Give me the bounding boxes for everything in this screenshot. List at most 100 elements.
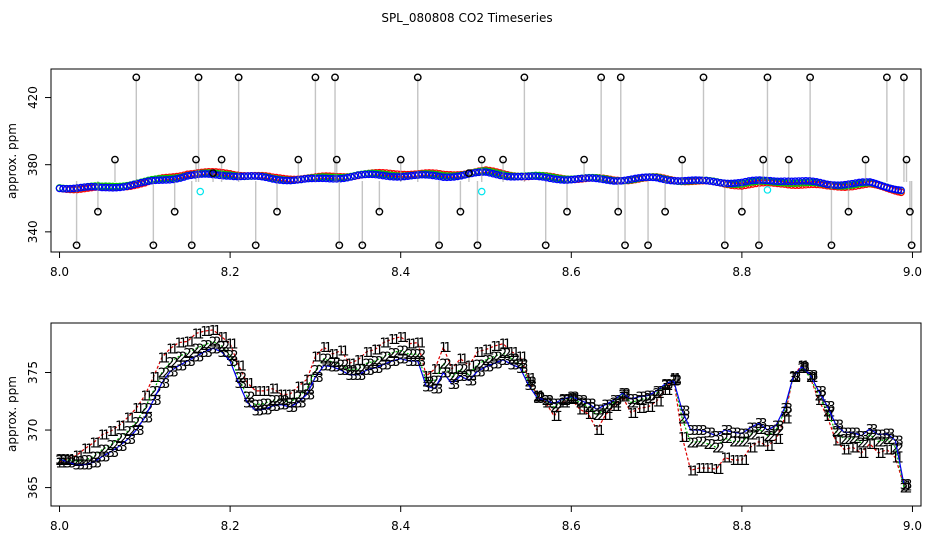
series-marker: 2 xyxy=(729,436,737,451)
series-marker: 3 xyxy=(68,456,76,471)
series-marker: 1 xyxy=(260,385,268,400)
data-point xyxy=(379,171,387,180)
data-point xyxy=(563,176,572,184)
data-point xyxy=(286,176,295,185)
series-marker: 2 xyxy=(674,373,682,388)
data-point xyxy=(592,174,600,183)
series-marker: 3 xyxy=(213,342,221,357)
data-point xyxy=(706,177,714,185)
data-point xyxy=(802,177,810,185)
outlier-point xyxy=(678,155,687,164)
series-marker: 2 xyxy=(840,433,848,448)
series-marker: 1 xyxy=(350,357,358,372)
data-point xyxy=(389,173,398,181)
series-marker: 2 xyxy=(243,391,251,406)
series-marker: 3 xyxy=(286,401,294,416)
series-marker: 3 xyxy=(72,459,80,474)
series-marker: 2 xyxy=(832,425,840,440)
series-marker: 2 xyxy=(362,357,370,372)
outlier-point xyxy=(520,73,529,82)
series-marker: 2 xyxy=(443,357,451,372)
data-point xyxy=(435,172,444,181)
series-marker: 3 xyxy=(857,430,865,445)
outlier-point xyxy=(763,73,772,82)
data-point xyxy=(645,173,654,181)
series-marker: 1 xyxy=(405,338,413,353)
series-marker: 3 xyxy=(443,366,451,381)
data-point xyxy=(855,178,863,187)
outlier-point xyxy=(737,207,746,216)
series-marker: 2 xyxy=(815,390,823,405)
data-point xyxy=(698,176,707,185)
outlier-point xyxy=(759,155,768,164)
series-marker: 1 xyxy=(759,436,767,451)
data-point xyxy=(357,170,366,179)
series-marker: 3 xyxy=(439,366,447,381)
series-marker: 1 xyxy=(580,403,588,418)
series-marker: 1 xyxy=(98,429,106,444)
series-marker: 2 xyxy=(213,335,221,350)
series-marker: 2 xyxy=(422,376,430,391)
outlier-point xyxy=(311,73,320,82)
data-point xyxy=(247,172,256,180)
outlier-point xyxy=(784,155,793,164)
series-marker: 1 xyxy=(529,372,537,387)
series-marker: 1 xyxy=(559,396,567,411)
series-marker: 3 xyxy=(171,365,179,380)
series-marker: 2 xyxy=(414,348,422,363)
series-marker: 2 xyxy=(388,347,396,362)
series-marker: 2 xyxy=(725,432,733,447)
series-marker: 2 xyxy=(320,353,328,368)
series-marker: 1 xyxy=(785,413,793,428)
series-marker: 3 xyxy=(115,440,123,455)
series-marker: 1 xyxy=(465,360,473,375)
series-marker: 2 xyxy=(691,437,699,452)
data-point xyxy=(144,177,153,185)
series-marker: 3 xyxy=(456,370,464,385)
series-marker: 3 xyxy=(648,390,656,405)
data-point xyxy=(663,176,672,184)
series-marker: 2 xyxy=(281,394,289,409)
series-marker: 3 xyxy=(328,361,336,376)
series-marker: 1 xyxy=(205,325,213,340)
series-marker: 3 xyxy=(192,350,200,365)
series-marker: 2 xyxy=(226,349,234,364)
series-marker: 2 xyxy=(597,409,605,424)
series-marker: 3 xyxy=(64,456,72,471)
data-point xyxy=(546,174,554,183)
x-tick-label: 8.4 xyxy=(391,265,410,279)
outlier-point xyxy=(111,155,119,164)
series-marker: 1 xyxy=(290,388,298,403)
series-marker: 2 xyxy=(588,401,596,416)
series-marker: 3 xyxy=(507,358,515,373)
series-marker: 1 xyxy=(712,463,720,478)
series-marker: 3 xyxy=(311,371,319,386)
series-marker: 1 xyxy=(222,331,230,346)
series-marker: 3 xyxy=(414,355,422,370)
series-marker: 3 xyxy=(473,365,481,380)
series-marker: 3 xyxy=(200,346,208,361)
series-marker: 3 xyxy=(802,361,810,376)
series-marker: 1 xyxy=(823,410,831,425)
data-point xyxy=(720,179,728,187)
series-marker: 1 xyxy=(320,341,328,356)
series-marker: 1 xyxy=(60,456,68,471)
data-point xyxy=(130,180,138,189)
data-point xyxy=(361,170,369,179)
series-marker: 1 xyxy=(55,456,63,471)
series-marker: 1 xyxy=(286,388,294,403)
series-marker: 3 xyxy=(563,393,571,408)
series-marker: 1 xyxy=(618,391,626,406)
series-marker: 3 xyxy=(559,393,567,408)
series-line xyxy=(59,329,905,486)
series-marker: 2 xyxy=(900,482,908,497)
series-marker: 2 xyxy=(708,438,716,453)
x-tick-label: 8.2 xyxy=(221,265,240,279)
series-marker: 1 xyxy=(239,360,247,375)
series-marker: 2 xyxy=(77,455,85,470)
series-marker: 3 xyxy=(94,456,102,471)
series-marker: 2 xyxy=(367,357,375,372)
series-marker: 1 xyxy=(77,449,85,464)
data-point xyxy=(318,174,327,183)
